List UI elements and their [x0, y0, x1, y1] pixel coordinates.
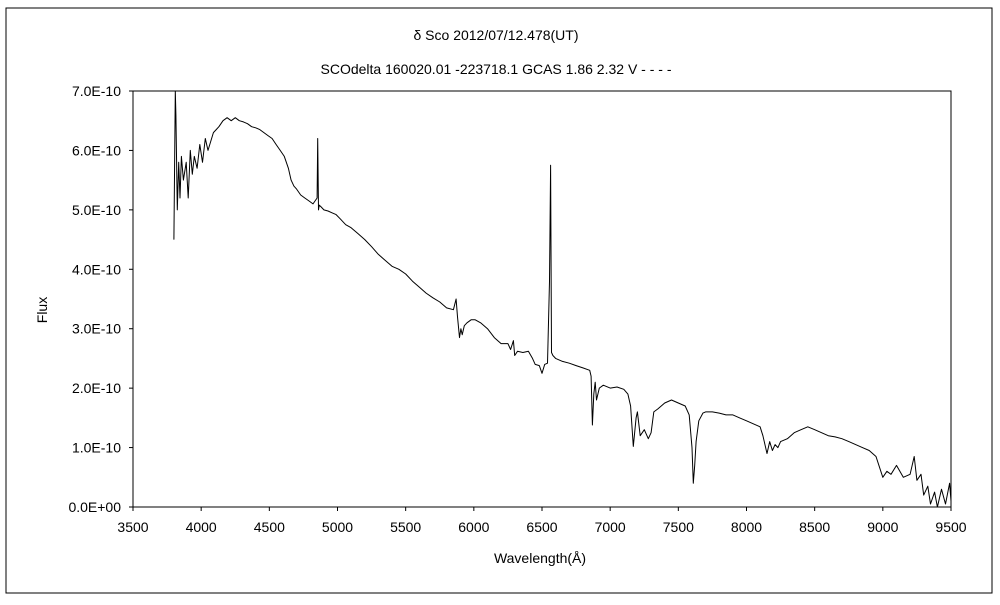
chart-subtitle: SCOdelta 160020.01 -223718.1 GCAS 1.86 2… [321, 61, 672, 77]
y-tick-label: 3.0E-10 [72, 321, 121, 337]
x-tick-label: 5500 [390, 519, 421, 535]
y-tick-label: 6.0E-10 [72, 142, 121, 158]
y-tick-label: 7.0E-10 [72, 83, 121, 99]
y-tick-label: 2.0E-10 [72, 380, 121, 396]
y-tick-label: 0.0E+00 [68, 499, 121, 515]
plot-area-frame [132, 90, 952, 508]
x-tick-label: 9000 [867, 519, 898, 535]
x-axis-ticks: 3500 4000 4500 5000 5500 6000 6500 7000 7500 8000… [117, 507, 967, 535]
x-tick-label: 4500 [254, 519, 285, 535]
y-axis-ticks: 0.0E+00 1.0E-10 2.0E-10 3.0E-10 4.0E-10 5.0E-… [68, 83, 133, 515]
series-line [173, 90, 952, 508]
y-tick-label: 4.0E-10 [72, 261, 121, 277]
y-tick-label: 1.0E-10 [72, 440, 121, 456]
y-tick-label: 5.0E-10 [72, 202, 121, 218]
chart-title: δ Sco 2012/07/12.478(UT) [414, 27, 579, 43]
y-axis-label: Flux [34, 297, 50, 323]
x-tick-label: 5000 [322, 519, 353, 535]
x-axis-label: Wavelength(Å) [494, 550, 586, 566]
x-tick-label: 4000 [186, 519, 217, 535]
x-tick-label: 6000 [458, 519, 489, 535]
x-tick-label: 9500 [935, 519, 966, 535]
x-tick-label: 3500 [117, 519, 148, 535]
x-tick-label: 7500 [663, 519, 694, 535]
x-tick-label: 8000 [731, 519, 762, 535]
x-tick-label: 8500 [799, 519, 830, 535]
x-tick-label: 7000 [595, 519, 626, 535]
x-tick-label: 6500 [526, 519, 557, 535]
